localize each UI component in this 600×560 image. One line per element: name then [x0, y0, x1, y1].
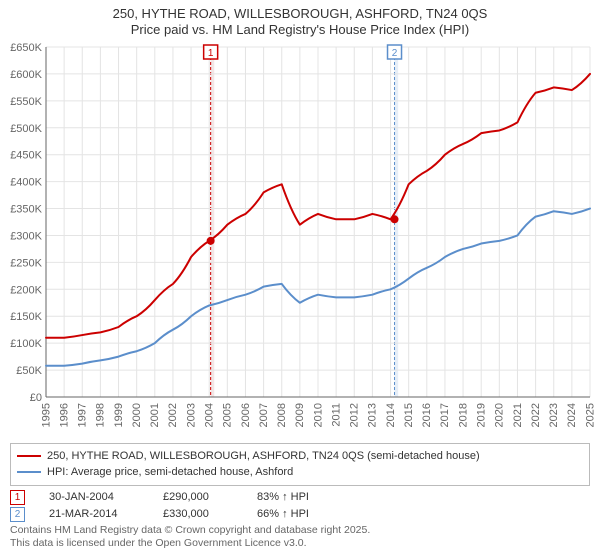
- svg-text:1995: 1995: [40, 403, 52, 427]
- legend-label-1: 250, HYTHE ROAD, WILLESBOROUGH, ASHFORD,…: [47, 448, 480, 465]
- svg-text:2007: 2007: [258, 403, 270, 427]
- events-table: 1 30-JAN-2004 £290,000 83% ↑ HPI 2 21-MA…: [10, 490, 590, 522]
- event-row-2: 2 21-MAR-2014 £330,000 66% ↑ HPI: [10, 507, 590, 522]
- svg-text:2014: 2014: [385, 403, 397, 427]
- title-line-1: 250, HYTHE ROAD, WILLESBOROUGH, ASHFORD,…: [0, 6, 600, 22]
- footnote-line-1: Contains HM Land Registry data © Crown c…: [10, 524, 590, 537]
- footnote-line-2: This data is licensed under the Open Gov…: [10, 537, 590, 550]
- legend-label-2: HPI: Average price, semi-detached house,…: [47, 464, 293, 481]
- svg-text:2022: 2022: [530, 403, 542, 427]
- svg-text:2020: 2020: [494, 403, 506, 427]
- svg-text:2001: 2001: [149, 403, 161, 427]
- svg-text:2012: 2012: [349, 403, 361, 427]
- svg-text:2010: 2010: [312, 403, 324, 427]
- svg-text:2: 2: [392, 48, 398, 59]
- svg-text:2003: 2003: [185, 403, 197, 427]
- title-line-2: Price paid vs. HM Land Registry's House …: [0, 22, 600, 38]
- svg-text:2005: 2005: [222, 403, 234, 427]
- svg-text:2011: 2011: [330, 403, 342, 427]
- event-2-price: £330,000: [163, 508, 233, 520]
- svg-text:1996: 1996: [58, 403, 70, 427]
- svg-text:1997: 1997: [77, 403, 89, 427]
- event-marker-2: 2: [10, 507, 25, 522]
- legend-swatch-1: [17, 455, 41, 457]
- svg-text:2008: 2008: [276, 403, 288, 427]
- svg-text:£50K: £50K: [16, 365, 42, 377]
- svg-text:2021: 2021: [512, 403, 524, 427]
- svg-text:2016: 2016: [421, 403, 433, 427]
- svg-text:2017: 2017: [439, 403, 451, 427]
- title-block: 250, HYTHE ROAD, WILLESBOROUGH, ASHFORD,…: [0, 0, 600, 39]
- svg-text:2018: 2018: [457, 403, 469, 427]
- svg-text:£100K: £100K: [10, 338, 42, 350]
- svg-text:1999: 1999: [113, 403, 125, 427]
- svg-text:£150K: £150K: [10, 311, 42, 323]
- event-2-pct: 66% ↑ HPI: [257, 508, 347, 520]
- legend: 250, HYTHE ROAD, WILLESBOROUGH, ASHFORD,…: [10, 443, 590, 486]
- svg-text:£450K: £450K: [10, 149, 42, 161]
- svg-text:£300K: £300K: [10, 230, 42, 242]
- svg-text:2023: 2023: [548, 403, 560, 427]
- svg-text:2006: 2006: [240, 403, 252, 427]
- svg-text:1: 1: [208, 48, 214, 59]
- svg-text:£350K: £350K: [10, 203, 42, 215]
- svg-text:£600K: £600K: [10, 68, 42, 80]
- svg-text:1998: 1998: [95, 403, 107, 427]
- legend-row-1: 250, HYTHE ROAD, WILLESBOROUGH, ASHFORD,…: [17, 448, 583, 465]
- svg-text:£250K: £250K: [10, 257, 42, 269]
- svg-text:2004: 2004: [203, 403, 215, 427]
- svg-text:2015: 2015: [403, 403, 415, 427]
- svg-text:£550K: £550K: [10, 95, 42, 107]
- svg-text:2000: 2000: [131, 403, 143, 427]
- svg-text:2009: 2009: [294, 403, 306, 427]
- svg-text:£200K: £200K: [10, 284, 42, 296]
- event-marker-1-label: 1: [15, 492, 21, 503]
- legend-swatch-2: [17, 471, 41, 473]
- legend-row-2: HPI: Average price, semi-detached house,…: [17, 464, 583, 481]
- footnote: Contains HM Land Registry data © Crown c…: [10, 524, 590, 550]
- event-row-1: 1 30-JAN-2004 £290,000 83% ↑ HPI: [10, 490, 590, 505]
- svg-text:2025: 2025: [584, 403, 596, 427]
- svg-text:2019: 2019: [476, 403, 488, 427]
- svg-text:£650K: £650K: [10, 42, 42, 54]
- event-marker-2-label: 2: [15, 509, 21, 520]
- event-1-price: £290,000: [163, 491, 233, 503]
- event-marker-1: 1: [10, 490, 25, 505]
- svg-text:£500K: £500K: [10, 122, 42, 134]
- svg-text:2002: 2002: [167, 403, 179, 427]
- line-chart: £0 £50K £100K £150K £200K £250K £300K £350K £400…: [0, 39, 600, 439]
- svg-text:2024: 2024: [566, 403, 578, 427]
- svg-text:£400K: £400K: [10, 176, 42, 188]
- event-1-pct: 83% ↑ HPI: [257, 491, 347, 503]
- event-1-date: 30-JAN-2004: [49, 491, 139, 503]
- event-2-date: 21-MAR-2014: [49, 508, 139, 520]
- svg-text:2013: 2013: [367, 403, 379, 427]
- chart-area: £0 £50K £100K £150K £200K £250K £300K £350K £400…: [0, 39, 600, 439]
- svg-text:£0: £0: [30, 392, 42, 404]
